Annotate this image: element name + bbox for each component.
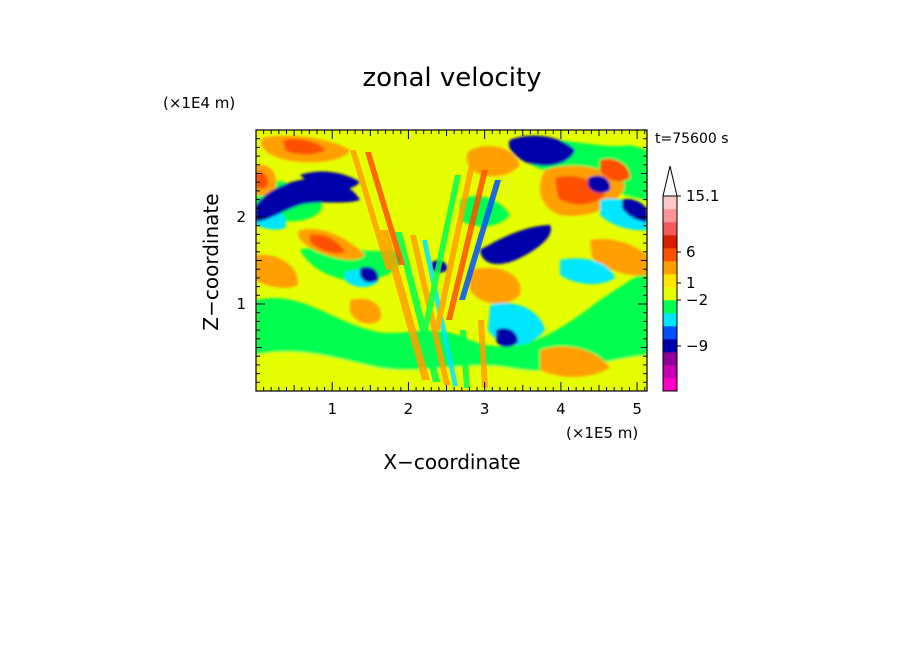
colorbar-swatch — [663, 235, 677, 249]
contour-streak — [460, 330, 470, 388]
chart-title: zonal velocity — [362, 63, 541, 93]
colorbar-labels: 15.1 6 1−2 −9 — [677, 187, 719, 355]
colorbar-swatch — [663, 326, 677, 340]
x-tick-label: 1 — [327, 400, 337, 418]
contour-fill — [256, 135, 647, 391]
y-axis-label: Z−coordinate — [199, 193, 223, 330]
contour-region — [256, 254, 299, 288]
colorbar-swatch — [663, 196, 677, 210]
colorbar-swatch — [663, 274, 677, 288]
x-tick-label: 2 — [404, 400, 414, 418]
colorbar-label: 15.1 — [686, 187, 719, 205]
colorbar-arrow — [662, 165, 678, 197]
colorbar-swatch — [663, 222, 677, 236]
contour-region — [590, 238, 647, 276]
time-label: t=75600 s — [655, 131, 729, 147]
colorbar-swatch — [663, 209, 677, 223]
y-tick-label: 1 — [236, 295, 246, 313]
colorbar-swatch — [663, 313, 677, 327]
contour-region — [588, 175, 611, 193]
colorbar-swatch — [663, 339, 677, 353]
contour-region — [560, 258, 615, 285]
colorbar-swatch — [663, 248, 677, 262]
contour-streak — [350, 150, 392, 270]
contour-streak — [446, 170, 488, 320]
contour-region — [508, 135, 575, 166]
contour-streak — [434, 160, 476, 330]
x-tick-label: 4 — [556, 400, 566, 418]
x-unit-label: (×1E5 m) — [566, 424, 638, 442]
colorbar-label: −9 — [686, 337, 708, 355]
colorbar-label: 6 — [686, 243, 696, 261]
contour-region — [256, 171, 269, 189]
contour-region — [350, 298, 381, 324]
contour-streak — [365, 152, 405, 265]
y-unit-label: (×1E4 m) — [163, 94, 235, 112]
colorbar-label: 1 — [686, 274, 696, 292]
contour-region — [540, 346, 610, 378]
colorbar-swatch — [663, 365, 677, 379]
x-axis-ticks: 1 2 3 4 5 — [263, 130, 646, 418]
contour-region — [300, 171, 360, 191]
contour-region — [600, 158, 630, 182]
contour-region — [480, 225, 551, 265]
contour-region — [470, 267, 521, 305]
x-axis-label: X−coordinate — [383, 450, 520, 474]
x-tick-label: 5 — [632, 400, 642, 418]
x-tick-label: 3 — [480, 400, 490, 418]
contour-streak — [395, 232, 440, 382]
contour-streak — [422, 175, 461, 330]
colorbar-swatch — [663, 261, 677, 275]
y-axis-ticks: 12 — [236, 138, 647, 383]
plot-area — [256, 130, 647, 391]
contour-region — [622, 198, 647, 222]
contour-region — [283, 139, 325, 155]
contour-streak — [478, 320, 488, 388]
contour-region — [496, 328, 518, 348]
contour-streak — [380, 230, 430, 380]
colorbar-frame — [662, 195, 678, 392]
colorbar-swatch — [663, 300, 677, 314]
contour-region — [310, 234, 345, 254]
contour-region — [466, 145, 520, 177]
colorbar-swatch — [663, 287, 677, 301]
colorbar-swatch — [663, 378, 677, 392]
colorbar — [662, 165, 678, 392]
colorbar-swatch — [663, 352, 677, 366]
wave-streaks — [350, 150, 501, 388]
contour-region — [360, 266, 379, 283]
colorbar-label: −2 — [686, 291, 708, 309]
contour-streak — [459, 180, 501, 300]
y-tick-label: 2 — [236, 208, 246, 226]
